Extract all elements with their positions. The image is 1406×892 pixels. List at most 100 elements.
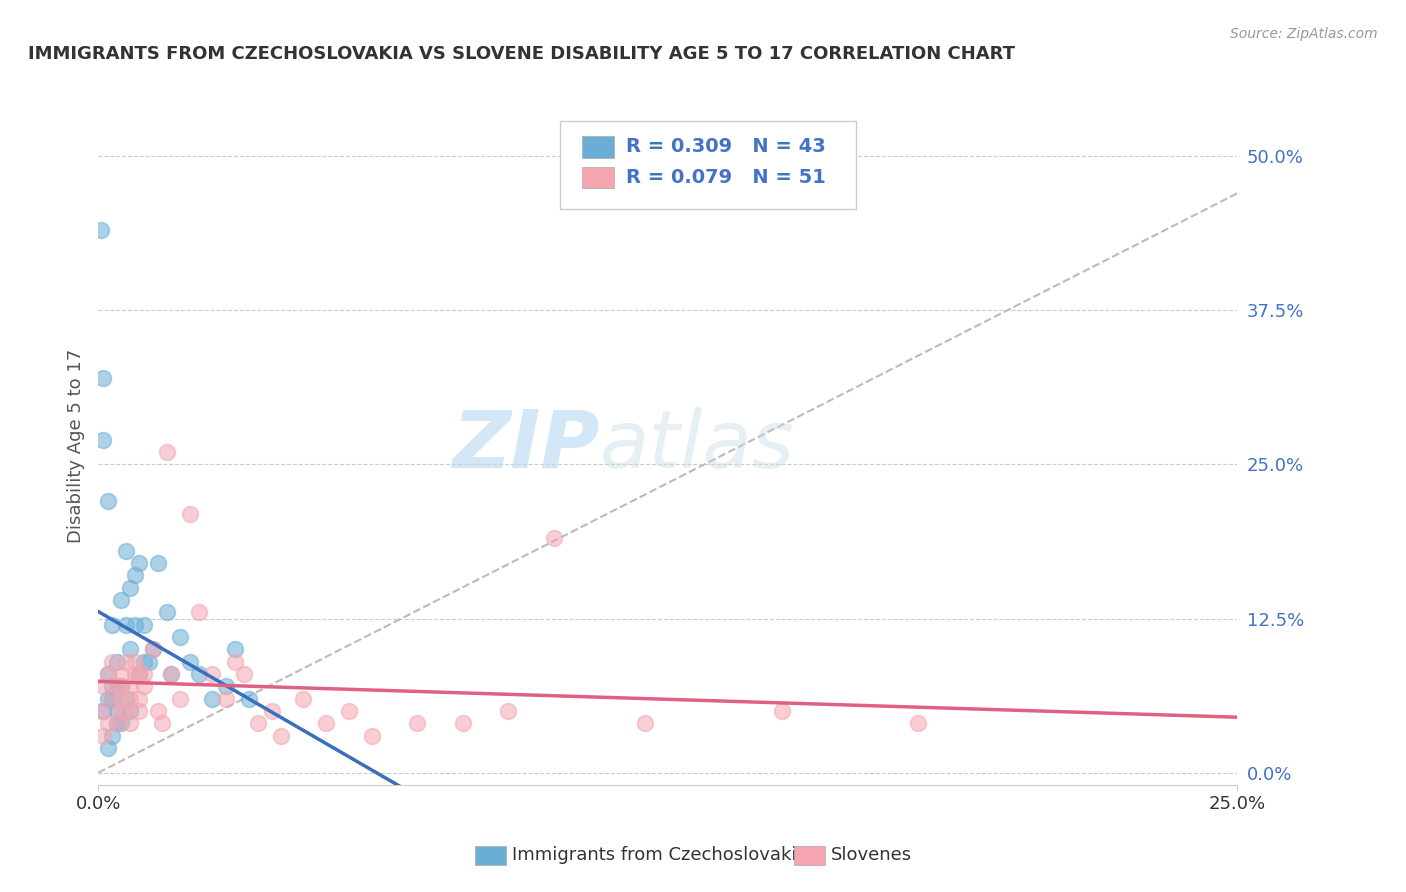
Point <box>110 667 132 681</box>
Point <box>96 667 118 681</box>
Point <box>101 617 124 632</box>
Text: IMMIGRANTS FROM CZECHOSLOVAKIA VS SLOVENE DISABILITY AGE 5 TO 17 CORRELATION CHA: IMMIGRANTS FROM CZECHOSLOVAKIA VS SLOVEN… <box>28 45 1015 62</box>
Point <box>91 679 114 693</box>
Point <box>120 691 142 706</box>
Point <box>224 655 246 669</box>
Point <box>215 679 238 693</box>
Point <box>105 655 128 669</box>
Point <box>292 691 315 706</box>
Point <box>110 593 132 607</box>
Point <box>91 371 114 385</box>
Point <box>110 704 132 718</box>
Point <box>128 667 150 681</box>
Point <box>451 716 474 731</box>
Point <box>907 716 929 731</box>
Point <box>146 704 169 718</box>
Point <box>160 667 183 681</box>
Point <box>114 704 136 718</box>
Point <box>150 716 173 731</box>
Point <box>101 729 124 743</box>
Point <box>91 433 114 447</box>
Point <box>110 679 132 693</box>
Point <box>132 679 155 693</box>
Point <box>187 606 209 620</box>
Point <box>634 716 657 731</box>
Point <box>101 655 124 669</box>
Point <box>156 606 179 620</box>
Point <box>498 704 520 718</box>
Point <box>105 716 128 731</box>
Point <box>105 704 128 718</box>
Point <box>132 667 155 681</box>
Point <box>179 507 201 521</box>
Point <box>114 655 136 669</box>
Point <box>156 445 179 459</box>
Y-axis label: Disability Age 5 to 17: Disability Age 5 to 17 <box>66 349 84 543</box>
Point <box>260 704 283 718</box>
Text: ZIP: ZIP <box>453 407 599 485</box>
Point <box>138 655 160 669</box>
Point <box>96 494 118 508</box>
Point <box>105 679 128 693</box>
Point <box>406 716 429 731</box>
Point <box>201 667 224 681</box>
Point <box>233 667 256 681</box>
Point <box>120 704 142 718</box>
Point <box>128 556 150 570</box>
Point <box>543 532 565 546</box>
Point <box>142 642 165 657</box>
Point <box>124 667 146 681</box>
Point <box>101 691 124 706</box>
Point <box>337 704 360 718</box>
Point <box>96 667 118 681</box>
Point <box>360 729 382 743</box>
Point <box>128 704 150 718</box>
Point <box>90 223 112 237</box>
Text: R = 0.079   N = 51: R = 0.079 N = 51 <box>626 168 825 187</box>
Point <box>120 581 142 595</box>
Point <box>201 691 224 706</box>
Point <box>132 655 155 669</box>
Point <box>114 691 136 706</box>
Text: R = 0.309   N = 43: R = 0.309 N = 43 <box>626 136 825 156</box>
Point <box>246 716 269 731</box>
Point <box>124 617 146 632</box>
Point <box>770 704 793 718</box>
Point <box>90 704 112 718</box>
Text: Slovenes: Slovenes <box>831 847 912 864</box>
Point <box>124 655 146 669</box>
Point <box>169 691 191 706</box>
Point <box>120 642 142 657</box>
Point <box>132 617 155 632</box>
Point <box>91 729 114 743</box>
Point <box>142 642 165 657</box>
Point <box>124 568 146 582</box>
Point <box>110 716 132 731</box>
Point <box>179 655 201 669</box>
FancyBboxPatch shape <box>582 136 614 158</box>
Point <box>105 716 128 731</box>
Point <box>160 667 183 681</box>
Point <box>224 642 246 657</box>
Point <box>96 691 118 706</box>
Point <box>128 691 150 706</box>
Point <box>169 630 191 644</box>
Point <box>120 679 142 693</box>
Text: Source: ZipAtlas.com: Source: ZipAtlas.com <box>1230 27 1378 41</box>
Point <box>91 704 114 718</box>
Point <box>215 691 238 706</box>
Point <box>114 617 136 632</box>
Point <box>270 729 292 743</box>
Point <box>146 556 169 570</box>
Point <box>96 716 118 731</box>
Point <box>315 716 337 731</box>
Point <box>187 667 209 681</box>
Text: Immigrants from Czechoslovakia: Immigrants from Czechoslovakia <box>512 847 807 864</box>
Point <box>114 543 136 558</box>
Point <box>96 741 118 756</box>
Point <box>105 679 128 693</box>
Point <box>110 679 132 693</box>
Point <box>110 691 132 706</box>
Point <box>120 716 142 731</box>
FancyBboxPatch shape <box>582 167 614 188</box>
